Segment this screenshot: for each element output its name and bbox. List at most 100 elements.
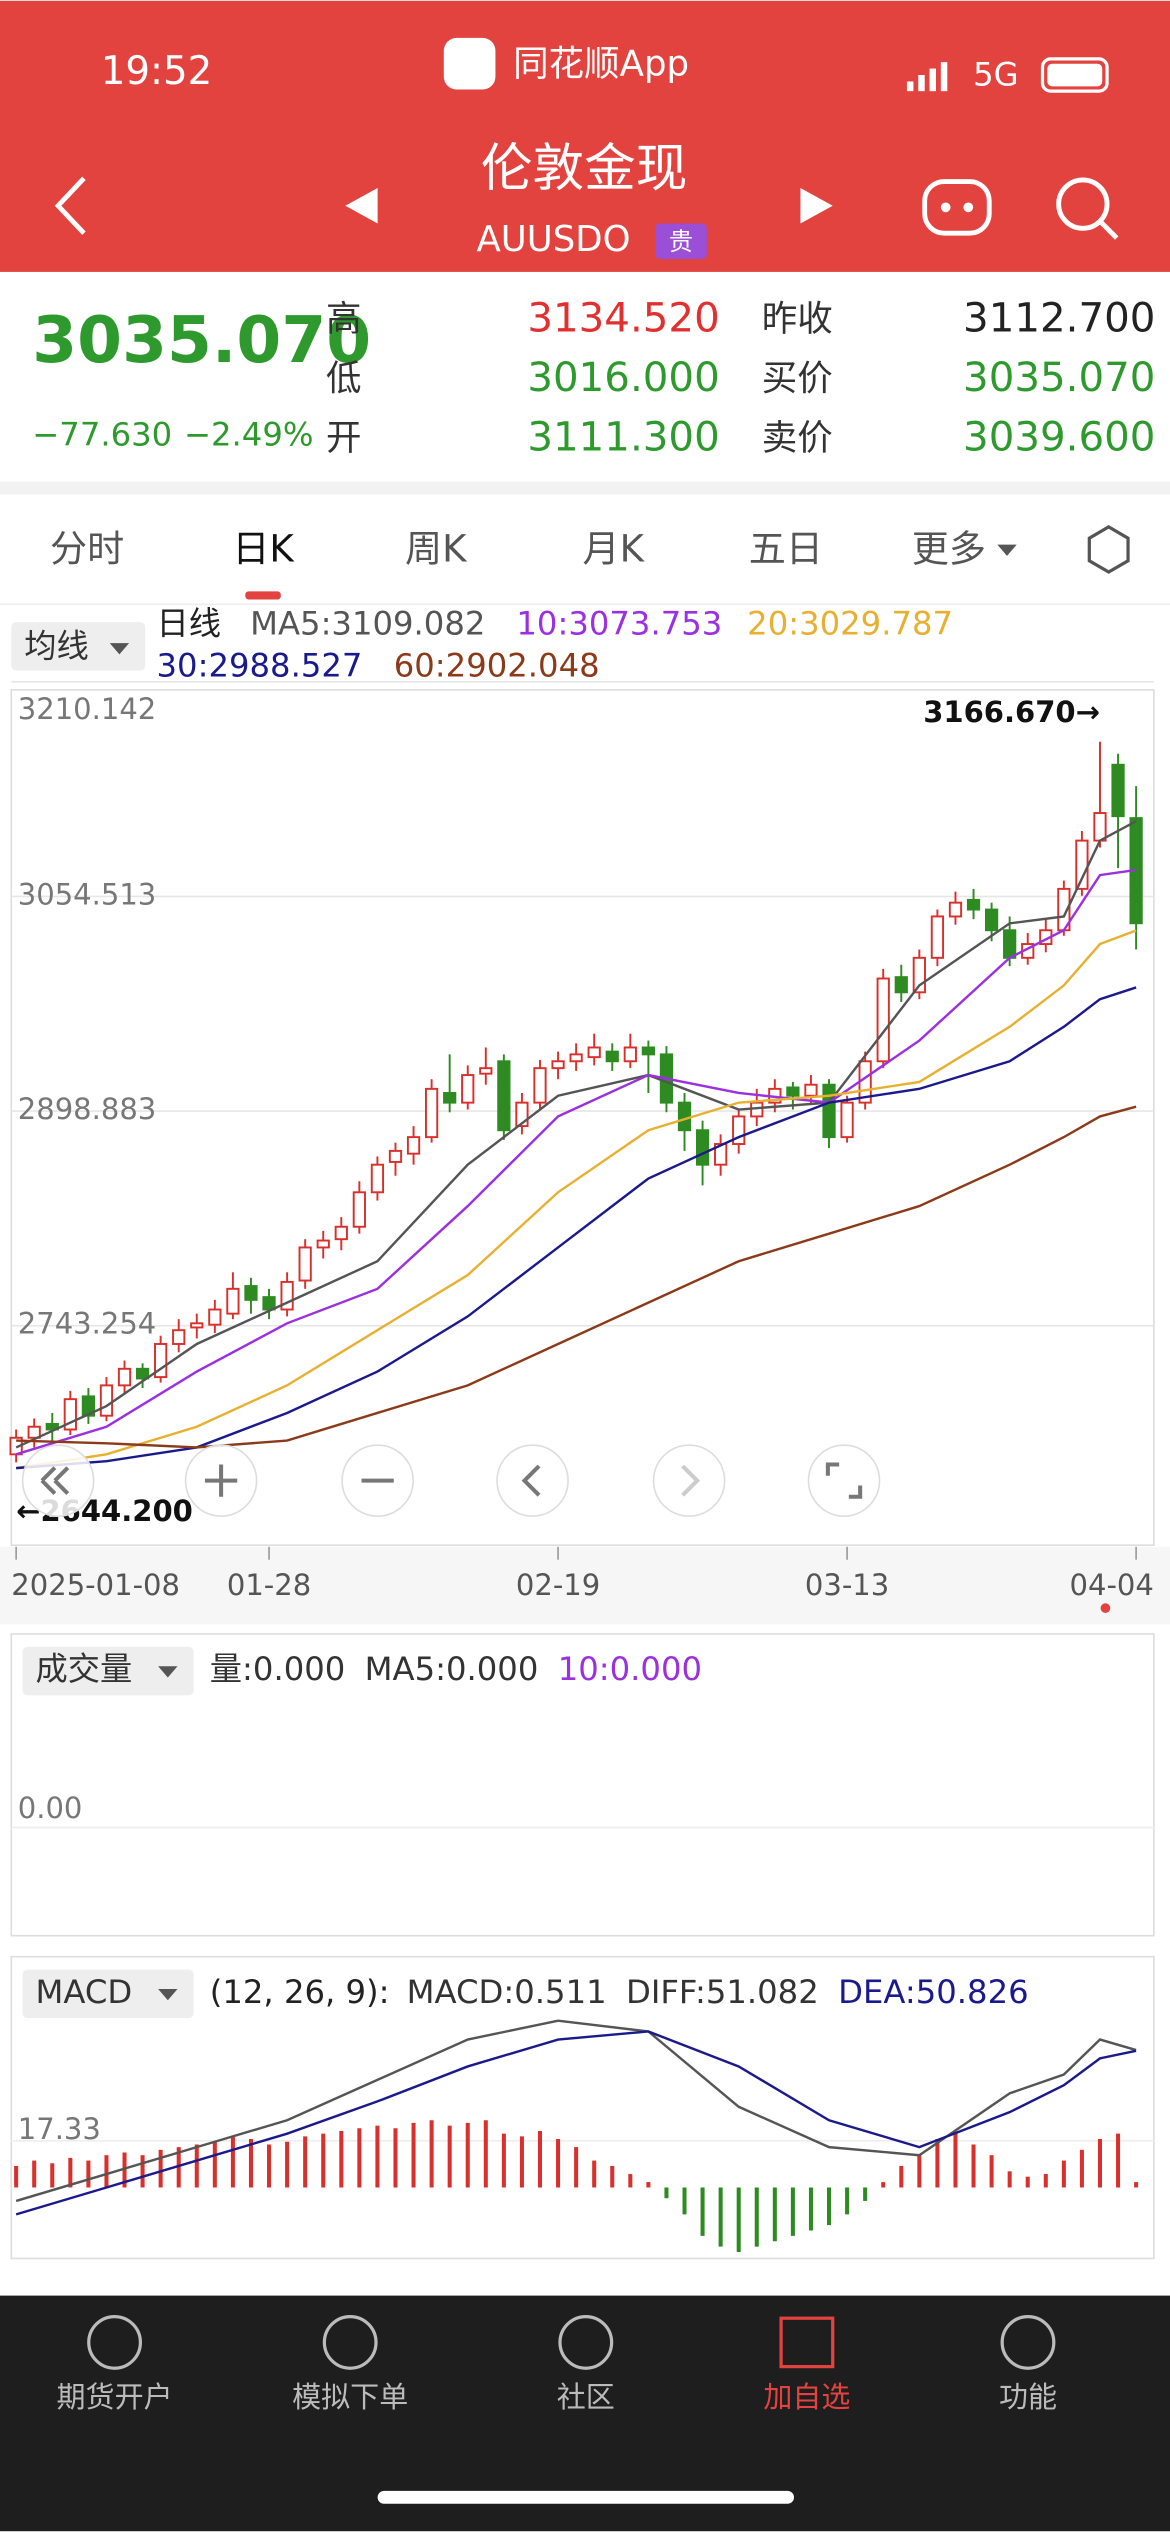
ma-arrow — [109, 643, 130, 655]
candle-body — [714, 1143, 728, 1166]
candle-body — [533, 1067, 547, 1104]
tab[interactable]: 分时 — [50, 528, 124, 571]
nav-icon — [558, 2314, 614, 2370]
candle-body — [515, 1101, 529, 1128]
tab[interactable]: 周K — [405, 528, 468, 571]
candle-body — [352, 1191, 366, 1228]
pane-button[interactable]: 成交量 — [36, 1650, 133, 1688]
candle-body — [1075, 839, 1089, 890]
tab[interactable]: 日K — [232, 528, 295, 571]
x-tick-label: 02-19 — [516, 1568, 600, 1602]
tabs: 分时 日K 周K 月K 五日 更多 — [50, 528, 986, 600]
pane-label: DEA:50.826 — [838, 1973, 1029, 2011]
pane-button-bg[interactable] — [22, 1646, 194, 1696]
field-value: 3111.300 — [527, 414, 719, 461]
candle-body — [479, 1067, 493, 1075]
field-label: 买价 — [762, 358, 833, 399]
ma-line — [16, 1105, 1137, 1449]
x-tick-label: 03-13 — [805, 1568, 889, 1602]
candle-body — [948, 901, 963, 918]
candle-body — [45, 1423, 59, 1431]
candle-body — [786, 1086, 800, 1097]
tab[interactable]: 五日 — [749, 528, 823, 571]
pane-button-bg[interactable] — [22, 1969, 194, 2019]
candle-body — [443, 1092, 457, 1104]
max-label: 3166.670→ — [923, 695, 1100, 729]
candle-body — [226, 1287, 240, 1315]
ma-line — [15, 929, 1137, 1470]
macd-params: (12, 26, 9): — [210, 1973, 390, 2011]
y-tick-label: 2898.883 — [18, 1092, 157, 1126]
current-dot — [1100, 1603, 1111, 1613]
x-tick-label: 2025-01-08 — [11, 1568, 180, 1602]
field-label: 高 — [326, 298, 362, 339]
robot[interactable] — [922, 179, 992, 236]
candle-body — [406, 1136, 421, 1155]
candle-body — [81, 1395, 96, 1417]
candle-body — [894, 976, 908, 994]
ma-button[interactable]: 均线 — [24, 627, 89, 665]
nav-icon — [779, 2316, 835, 2369]
divider — [0, 481, 1170, 495]
ma-button-bg[interactable] — [11, 622, 146, 671]
pane-label: MACD:0.511 — [407, 1973, 607, 2011]
date-axis-bg — [0, 1546, 1170, 1625]
scroll-left[interactable] — [496, 1444, 569, 1517]
macd-line — [15, 2030, 1137, 2216]
volume-frame — [10, 1633, 1155, 1937]
scroll-right[interactable] — [652, 1444, 726, 1517]
next[interactable] — [800, 187, 833, 224]
candle-body — [461, 1074, 475, 1104]
ma-legend: MA5:3109.082 — [250, 604, 485, 642]
ma-legend: 60:2902.048 — [394, 646, 600, 684]
candle-body — [208, 1308, 222, 1326]
candle-body — [280, 1280, 294, 1311]
nav-label[interactable]: 模拟下单 — [292, 2380, 408, 2414]
collapse[interactable] — [21, 1444, 95, 1517]
candle-body — [334, 1225, 348, 1241]
candle-body — [876, 977, 890, 1063]
price-frame — [10, 689, 1155, 1546]
candle-body — [424, 1087, 439, 1139]
nav-label[interactable]: 功能 — [999, 2380, 1057, 2414]
pane-button[interactable]: MACD — [36, 1973, 133, 2011]
back[interactable] — [54, 176, 86, 235]
signal — [906, 62, 948, 92]
field-value: 3134.520 — [527, 294, 719, 341]
nav-label[interactable]: 社区 — [557, 2380, 615, 2414]
quote-fields: 高 3134.520 低 3016.000 开 3111.300 昨收 3112.700 买价 3… — [326, 294, 1155, 460]
candle-body — [63, 1398, 77, 1431]
ma-period: 日线 — [157, 604, 222, 642]
nav-label[interactable]: 加自选 — [763, 2380, 850, 2414]
candle-body — [822, 1083, 836, 1139]
candle-body — [370, 1163, 385, 1194]
candle-body — [966, 898, 981, 911]
header-bg — [0, 0, 1170, 272]
nav-label[interactable]: 期货开户 — [57, 2380, 173, 2414]
candle-body — [930, 915, 945, 959]
tab[interactable]: 月K — [583, 528, 646, 571]
settings[interactable] — [1087, 525, 1130, 574]
app-icon — [443, 37, 496, 90]
home-indicator — [377, 2490, 794, 2504]
battery — [1040, 57, 1109, 93]
candle-body — [551, 1060, 565, 1070]
field-label: 卖价 — [762, 418, 833, 459]
candle-body — [912, 956, 926, 994]
ma-line — [15, 868, 1137, 1456]
pane-arrow — [158, 1988, 178, 2001]
nav-icon — [1000, 2314, 1056, 2370]
field-value: 3016.000 — [527, 354, 719, 401]
prev[interactable] — [345, 187, 378, 224]
tab-indicator — [245, 591, 281, 600]
candle-body — [804, 1083, 818, 1097]
macd-frame — [10, 1955, 1155, 2260]
app-name: 同花顺App — [513, 43, 689, 84]
search[interactable] — [1056, 177, 1110, 231]
ma-legend: 10:3073.753 — [516, 604, 722, 642]
time: 19:52 — [101, 49, 213, 94]
fullscreen[interactable] — [807, 1444, 881, 1517]
tab[interactable]: 更多 — [912, 528, 986, 571]
candle-body — [497, 1060, 511, 1132]
x-tick-label: 01-28 — [227, 1568, 311, 1602]
